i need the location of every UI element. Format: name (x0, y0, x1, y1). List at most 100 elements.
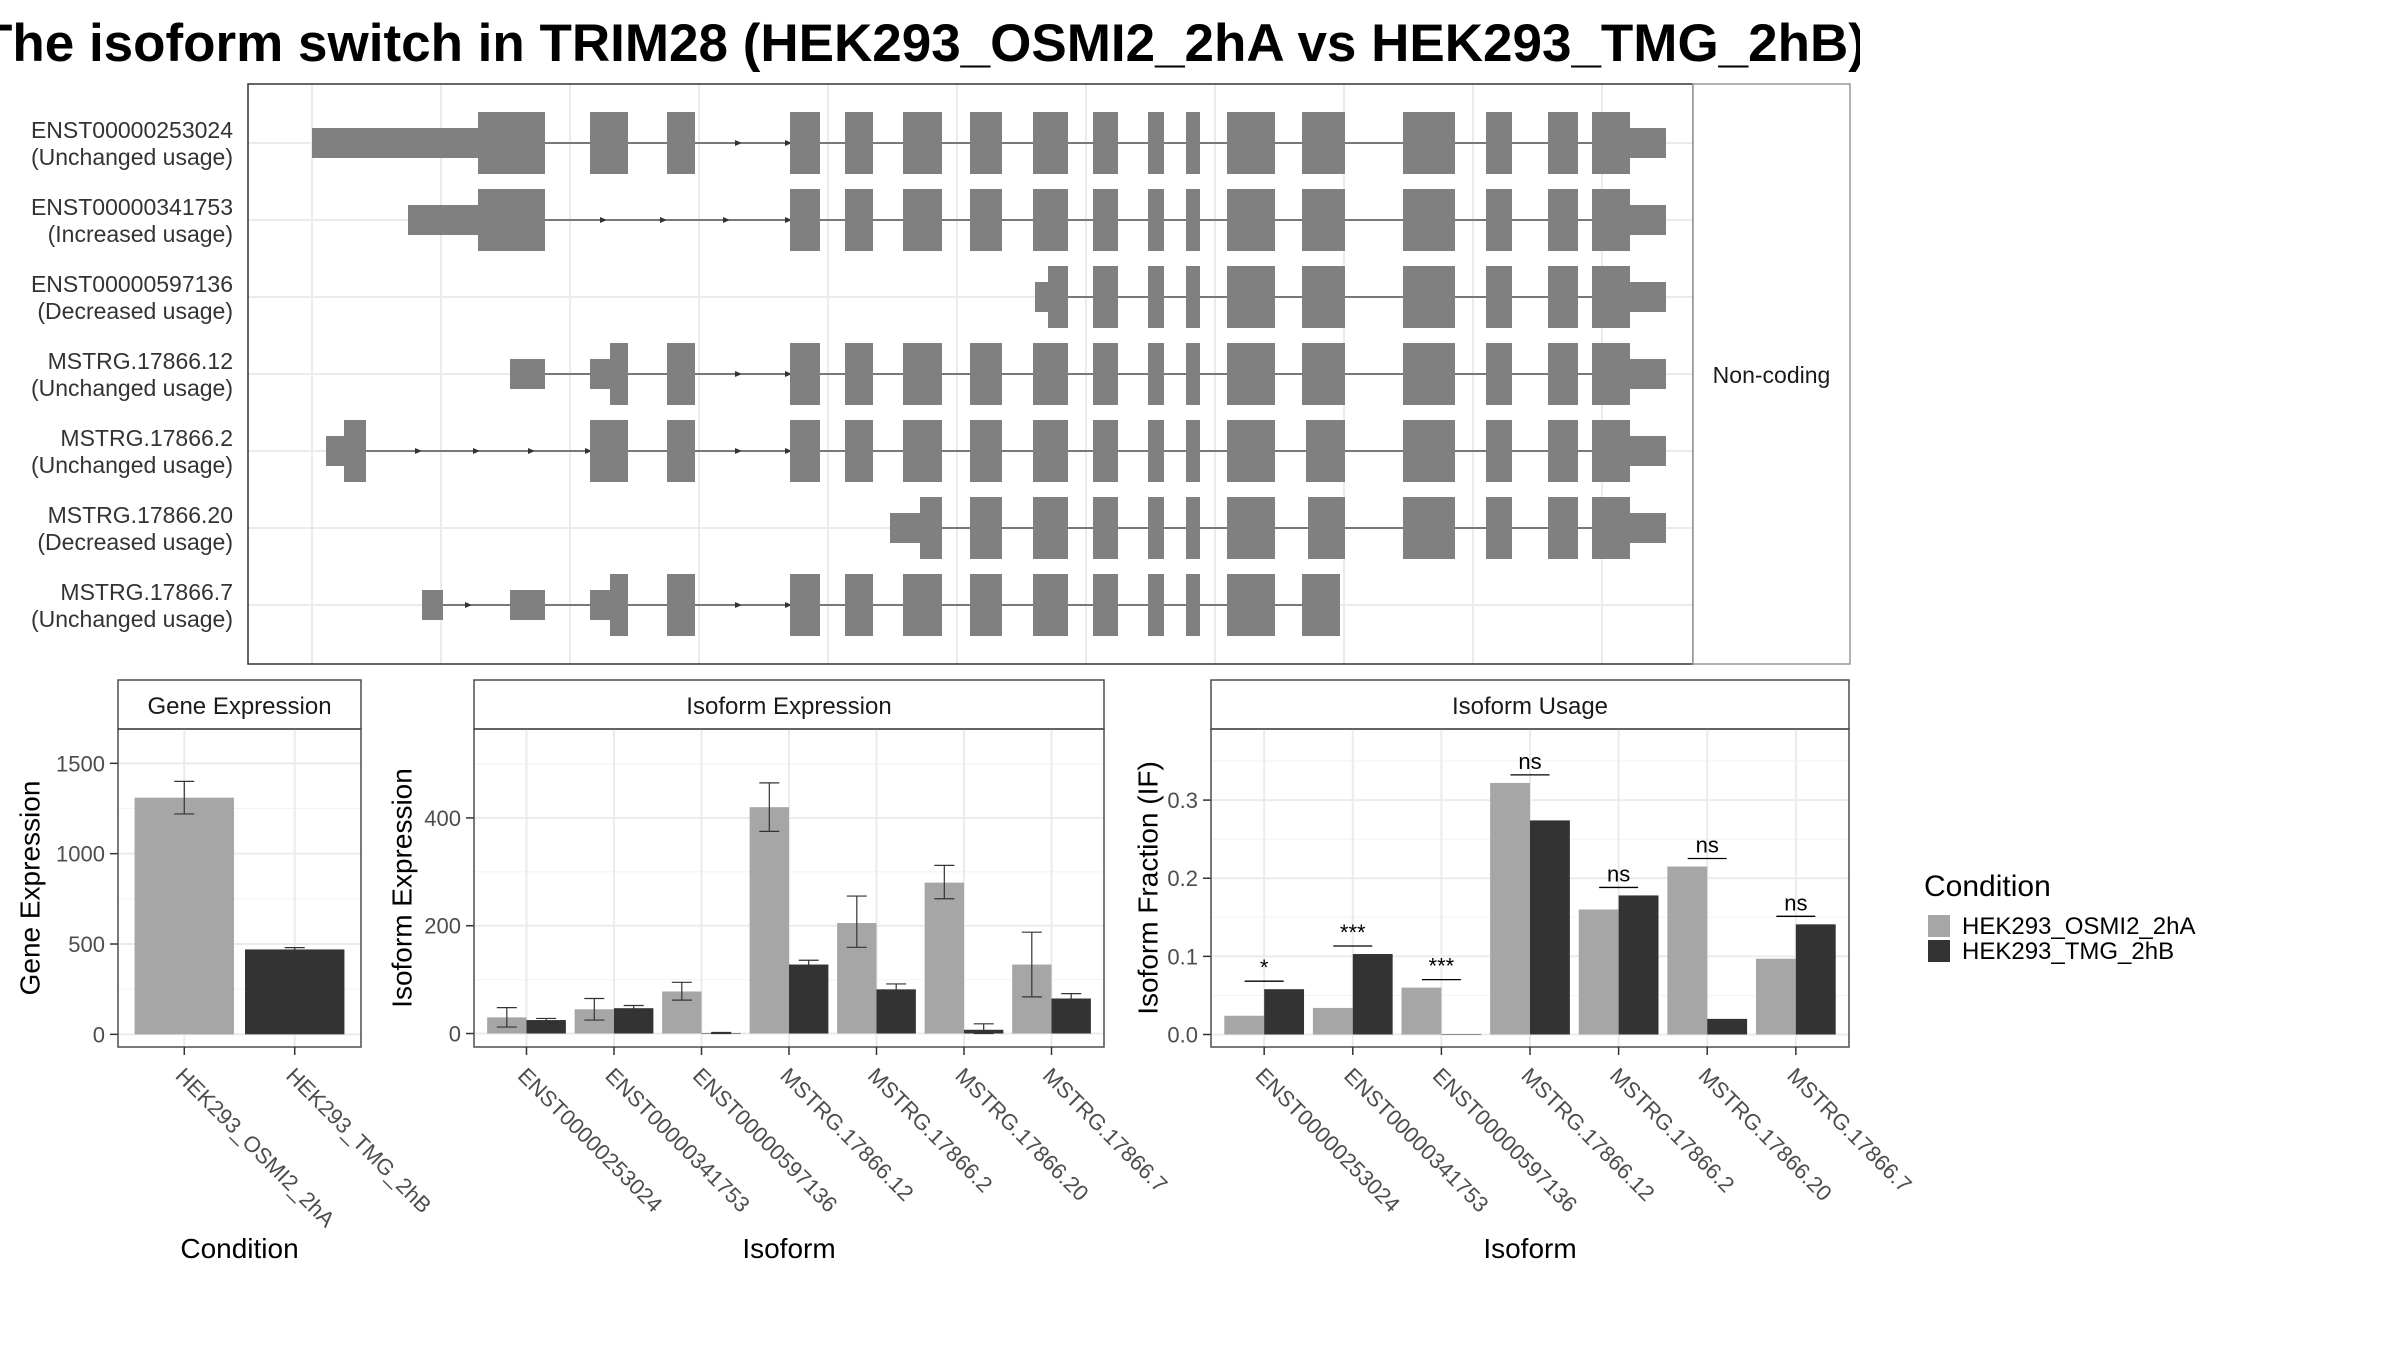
coding-exon (1548, 189, 1578, 251)
coding-exon (1186, 343, 1200, 405)
utr-exon (312, 128, 478, 158)
transcript-usage-label: (Unchanged usage) (31, 452, 233, 478)
coding-exon (1592, 112, 1630, 174)
coding-exon (1148, 266, 1164, 328)
coding-exon (1033, 574, 1068, 636)
utr-exon (422, 590, 443, 620)
coding-exon (1093, 497, 1118, 559)
transcript-id-label: MSTRG.17866.12 (48, 348, 233, 374)
coding-exon (1592, 189, 1630, 251)
significance-label: ns (1518, 749, 1541, 774)
transcript-usage-label: (Decreased usage) (37, 298, 233, 324)
utr-exon (890, 513, 920, 543)
coding-exon (1403, 420, 1455, 482)
transcript-usage-label: (Increased usage) (48, 221, 233, 247)
bar-HEK293_OSMI2_2hA (749, 807, 789, 1034)
coding-exon (1548, 266, 1578, 328)
coding-exon (1302, 266, 1345, 328)
bar-HEK293_TMG_2hB (1264, 989, 1305, 1035)
utr-exon (1630, 282, 1666, 312)
coding-exon (1186, 497, 1200, 559)
transcript-id-label: MSTRG.17866.20 (48, 502, 233, 528)
coding-exon (1302, 574, 1335, 636)
transcript-id-label: MSTRG.17866.7 (60, 579, 233, 605)
y-axis-label: Isoform Expression (387, 768, 418, 1008)
coding-exon (845, 112, 873, 174)
coding-exon (590, 420, 628, 482)
significance-label: *** (1340, 920, 1366, 945)
coding-exon (1227, 574, 1275, 636)
coding-exon (1548, 420, 1578, 482)
bar-HEK293_OSMI2_2hA (924, 882, 964, 1034)
bar-HEK293_OSMI2_2hA (1224, 1015, 1265, 1035)
x-axis-label: Condition (180, 1233, 298, 1264)
panel-strip (1210, 679, 1850, 730)
bar-HEK293_TMG_2hB (1051, 998, 1091, 1034)
coding-exon (1093, 420, 1118, 482)
panel-strip (117, 679, 362, 730)
x-axis-label: Isoform (1483, 1233, 1576, 1264)
coding-exon (1148, 574, 1164, 636)
bar-HEK293_OSMI2_2hA (1490, 782, 1530, 1035)
coding-exon (790, 343, 820, 405)
bar-HEK293_TMG_2hB (1530, 820, 1570, 1035)
y-tick-label: 0 (449, 1022, 461, 1047)
bar-HEK293_OSMI2_2hA (1667, 866, 1708, 1035)
x-tick-label: ENST00000597136 (1428, 1063, 1582, 1217)
coding-exon (1486, 112, 1512, 174)
coding-exon (1592, 497, 1630, 559)
coding-exon (845, 189, 873, 251)
y-tick-label: 0.1 (1167, 944, 1198, 969)
transcript-track (890, 497, 1666, 559)
coding-exon (1033, 112, 1068, 174)
coding-exon (1093, 266, 1118, 328)
strand-arrow (785, 602, 792, 608)
coding-exon (1186, 420, 1200, 482)
coding-exon (1486, 343, 1512, 405)
coding-exon (1403, 497, 1455, 559)
panel-strip (473, 679, 1105, 730)
y-axis-label: Gene Expression (15, 781, 46, 996)
coding-exon (478, 112, 545, 174)
utr-exon (1630, 128, 1666, 158)
coding-exon (970, 497, 1002, 559)
coding-exon (1403, 343, 1455, 405)
coding-exon (790, 574, 820, 636)
significance-label: * (1260, 955, 1269, 980)
coding-exon (667, 574, 695, 636)
strand-arrow (473, 448, 480, 454)
coding-exon (1486, 420, 1512, 482)
bar-HEK293_TMG_2hB (245, 949, 345, 1035)
utr-exon (1630, 436, 1666, 466)
bar-HEK293_OSMI2_2hA (1401, 987, 1442, 1035)
transcript-track (326, 420, 1666, 482)
bar-HEK293_TMG_2hB (614, 1008, 654, 1034)
transcript-track (422, 574, 1340, 636)
coding-exon (1093, 574, 1118, 636)
transcript-track (408, 189, 1666, 251)
coding-exon (970, 112, 1002, 174)
strand-arrow (735, 140, 742, 146)
coding-exon (1033, 420, 1068, 482)
transcript-id-label: MSTRG.17866.2 (60, 425, 233, 451)
y-axis-label: Isoform Fraction (IF) (1133, 761, 1164, 1015)
coding-exon (970, 420, 1002, 482)
bar-HEK293_OSMI2_2hA (1755, 958, 1796, 1035)
coding-exon (1227, 497, 1275, 559)
coding-exon (903, 189, 942, 251)
significance-label: *** (1429, 954, 1455, 979)
strand-arrow (415, 448, 422, 454)
strand-arrow (585, 448, 592, 454)
transcript-usage-label: (Unchanged usage) (31, 144, 233, 170)
coding-exon (790, 420, 820, 482)
coding-exon (903, 343, 942, 405)
coding-exon (1148, 112, 1164, 174)
transcript-track (510, 343, 1666, 405)
coding-exon (1093, 112, 1118, 174)
panel-title: Isoform Expression (686, 693, 891, 720)
x-tick-label: ENST00000253024 (513, 1063, 667, 1217)
